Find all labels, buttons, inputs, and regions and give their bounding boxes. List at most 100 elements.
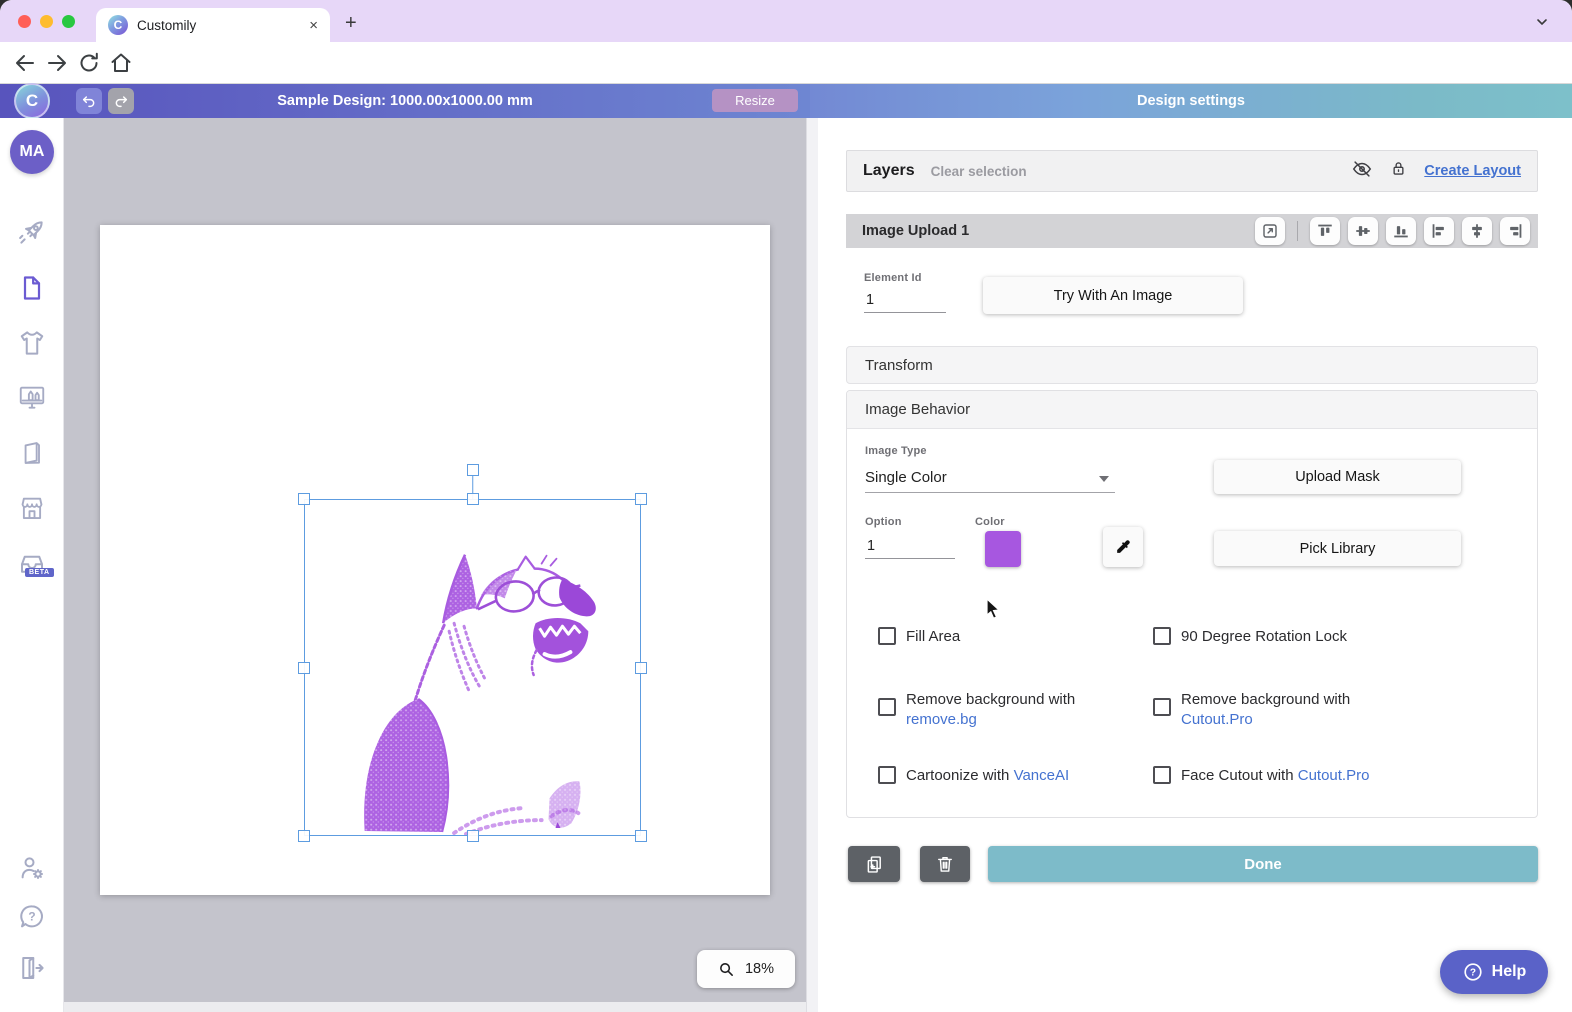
image-behavior-section-header[interactable]: Image Behavior [847, 391, 1537, 429]
align-right-button[interactable] [1500, 217, 1530, 245]
artboard[interactable] [100, 225, 770, 895]
layer-name: Image Upload 1 [862, 223, 970, 239]
checkbox-icon[interactable] [1153, 766, 1171, 784]
mockup-monitor-icon[interactable] [14, 379, 50, 415]
eyedropper-icon [1117, 540, 1130, 553]
checkbox-fill-area[interactable]: Fill Area [878, 627, 960, 647]
upload-mask-button[interactable]: Upload Mask [1214, 460, 1461, 494]
duplicate-element-button[interactable] [848, 846, 900, 882]
cutoutpro-link[interactable]: Cutout.Pro [1181, 711, 1253, 728]
trash-icon [938, 857, 952, 872]
canvas-vertical-scrollbar[interactable] [806, 118, 818, 1012]
align-left-button[interactable] [1424, 217, 1454, 245]
eyedropper-button[interactable] [1103, 527, 1143, 567]
layers-header-card: Layers Clear selection Create Layout [846, 150, 1538, 192]
chevron-down-icon [1099, 476, 1109, 482]
maximize-window-button[interactable] [62, 15, 75, 28]
layer-bar-image-upload-1[interactable]: Image Upload 1 [846, 214, 1538, 248]
forward-icon[interactable] [45, 51, 69, 75]
checkbox-icon[interactable] [1153, 627, 1171, 645]
new-tab-button[interactable]: + [345, 12, 357, 34]
rocket-icon[interactable] [14, 214, 50, 250]
rotation-handle[interactable] [466, 464, 479, 476]
color-label: Color [975, 516, 1005, 528]
canvas-horizontal-scrollbar[interactable] [64, 1002, 806, 1012]
question-mark-icon: ? [1464, 963, 1482, 981]
uploaded-dog-image[interactable] [305, 500, 640, 835]
user-avatar[interactable]: MA [10, 130, 54, 174]
resize-handle-nw[interactable] [298, 493, 310, 505]
resize-button[interactable]: Resize [712, 89, 798, 112]
app-header: Sample Design: 1000.00x1000.00 mm C Resi… [0, 83, 1572, 119]
tshirt-icon[interactable] [14, 325, 50, 361]
removebg-link[interactable]: remove.bg [906, 711, 977, 728]
help-button[interactable]: ? Help [1440, 950, 1548, 994]
option-input[interactable] [865, 534, 955, 559]
color-swatch[interactable] [985, 531, 1021, 567]
resize-handle-sw[interactable] [298, 830, 310, 842]
align-horizontal-center-button[interactable] [1462, 217, 1492, 245]
image-element-selection[interactable] [298, 464, 647, 842]
hide-layer-eye-off-icon[interactable] [1351, 158, 1373, 185]
delete-element-button[interactable] [920, 846, 970, 882]
help-bubble-icon[interactable]: ? [14, 899, 50, 935]
lock-layer-icon[interactable] [1389, 159, 1408, 183]
done-button[interactable]: Done [988, 846, 1538, 882]
option-label: Option [865, 516, 902, 528]
checkbox-cartoonize-vanceai[interactable]: Cartoonize with VanceAI [878, 766, 1069, 786]
image-type-select[interactable]: Single Color [865, 463, 1115, 493]
checkbox-icon[interactable] [878, 766, 896, 784]
undo-button[interactable] [76, 88, 102, 114]
face-cutout-link[interactable]: Cutout.Pro [1297, 767, 1370, 784]
resize-handle-w[interactable] [298, 661, 310, 674]
checkbox-face-cutout-cutoutpro[interactable]: Face Cutout with Cutout.Pro [1153, 766, 1369, 786]
resize-handle-ne[interactable] [635, 493, 647, 505]
zoom-control[interactable]: 18% [697, 950, 795, 988]
fit-to-area-button[interactable] [1255, 217, 1285, 245]
checkbox-icon[interactable] [1153, 698, 1171, 716]
resize-handle-n[interactable] [466, 493, 479, 505]
align-top-button[interactable] [1310, 217, 1340, 245]
tab-search-chevron-icon[interactable] [1534, 14, 1550, 35]
resize-handle-e[interactable] [635, 661, 647, 674]
checkbox-remove-bg-removebg[interactable]: Remove background with remove.bg [878, 690, 1075, 730]
customily-logo-icon[interactable]: C [14, 83, 50, 119]
close-window-button[interactable] [18, 15, 31, 28]
home-icon[interactable] [109, 51, 133, 75]
element-id-input[interactable] [864, 288, 946, 313]
back-icon[interactable] [13, 51, 37, 75]
design-canvas[interactable]: 18% [64, 118, 806, 1012]
account-settings-icon[interactable] [14, 850, 50, 886]
transform-section-header[interactable]: Transform [846, 346, 1538, 384]
rotation-handle-line [471, 476, 474, 500]
resize-handle-se[interactable] [635, 830, 647, 842]
browser-tab[interactable]: C Customily × [96, 8, 330, 42]
minimize-window-button[interactable] [40, 15, 53, 28]
design-header: Sample Design: 1000.00x1000.00 mm C Resi… [0, 83, 810, 119]
templates-file-icon[interactable] [14, 270, 50, 306]
checkbox-90-degree-rotation-lock[interactable]: 90 Degree Rotation Lock [1153, 627, 1347, 647]
redo-button[interactable] [108, 88, 134, 114]
catalog-book-icon[interactable] [14, 435, 50, 471]
zoom-level: 18% [744, 961, 775, 977]
pick-library-button[interactable]: Pick Library [1214, 531, 1461, 566]
image-behavior-card: Image Behavior [846, 390, 1538, 818]
resize-handle-s[interactable] [466, 830, 479, 842]
reload-icon[interactable] [77, 51, 101, 75]
checkbox-icon[interactable] [878, 698, 896, 716]
mouse-cursor [986, 598, 1001, 619]
vanceai-link[interactable]: VanceAI [1013, 767, 1070, 784]
try-with-image-button[interactable]: Try With An Image [983, 277, 1243, 314]
create-layout-link[interactable]: Create Layout [1424, 163, 1521, 179]
element-id-label: Element Id [864, 272, 922, 284]
clear-selection-button[interactable]: Clear selection [930, 163, 1027, 179]
checkbox-icon[interactable] [878, 627, 896, 645]
logout-door-icon[interactable] [14, 950, 50, 986]
align-bottom-button[interactable] [1386, 217, 1416, 245]
settings-header: Design settings [810, 84, 1572, 118]
checkbox-remove-bg-cutoutpro[interactable]: Remove background with Cutout.Pro [1153, 690, 1350, 730]
store-icon[interactable] [14, 490, 50, 526]
duplicate-icon [867, 855, 881, 873]
close-tab-icon[interactable]: × [309, 16, 318, 34]
align-vertical-center-button[interactable] [1348, 217, 1378, 245]
